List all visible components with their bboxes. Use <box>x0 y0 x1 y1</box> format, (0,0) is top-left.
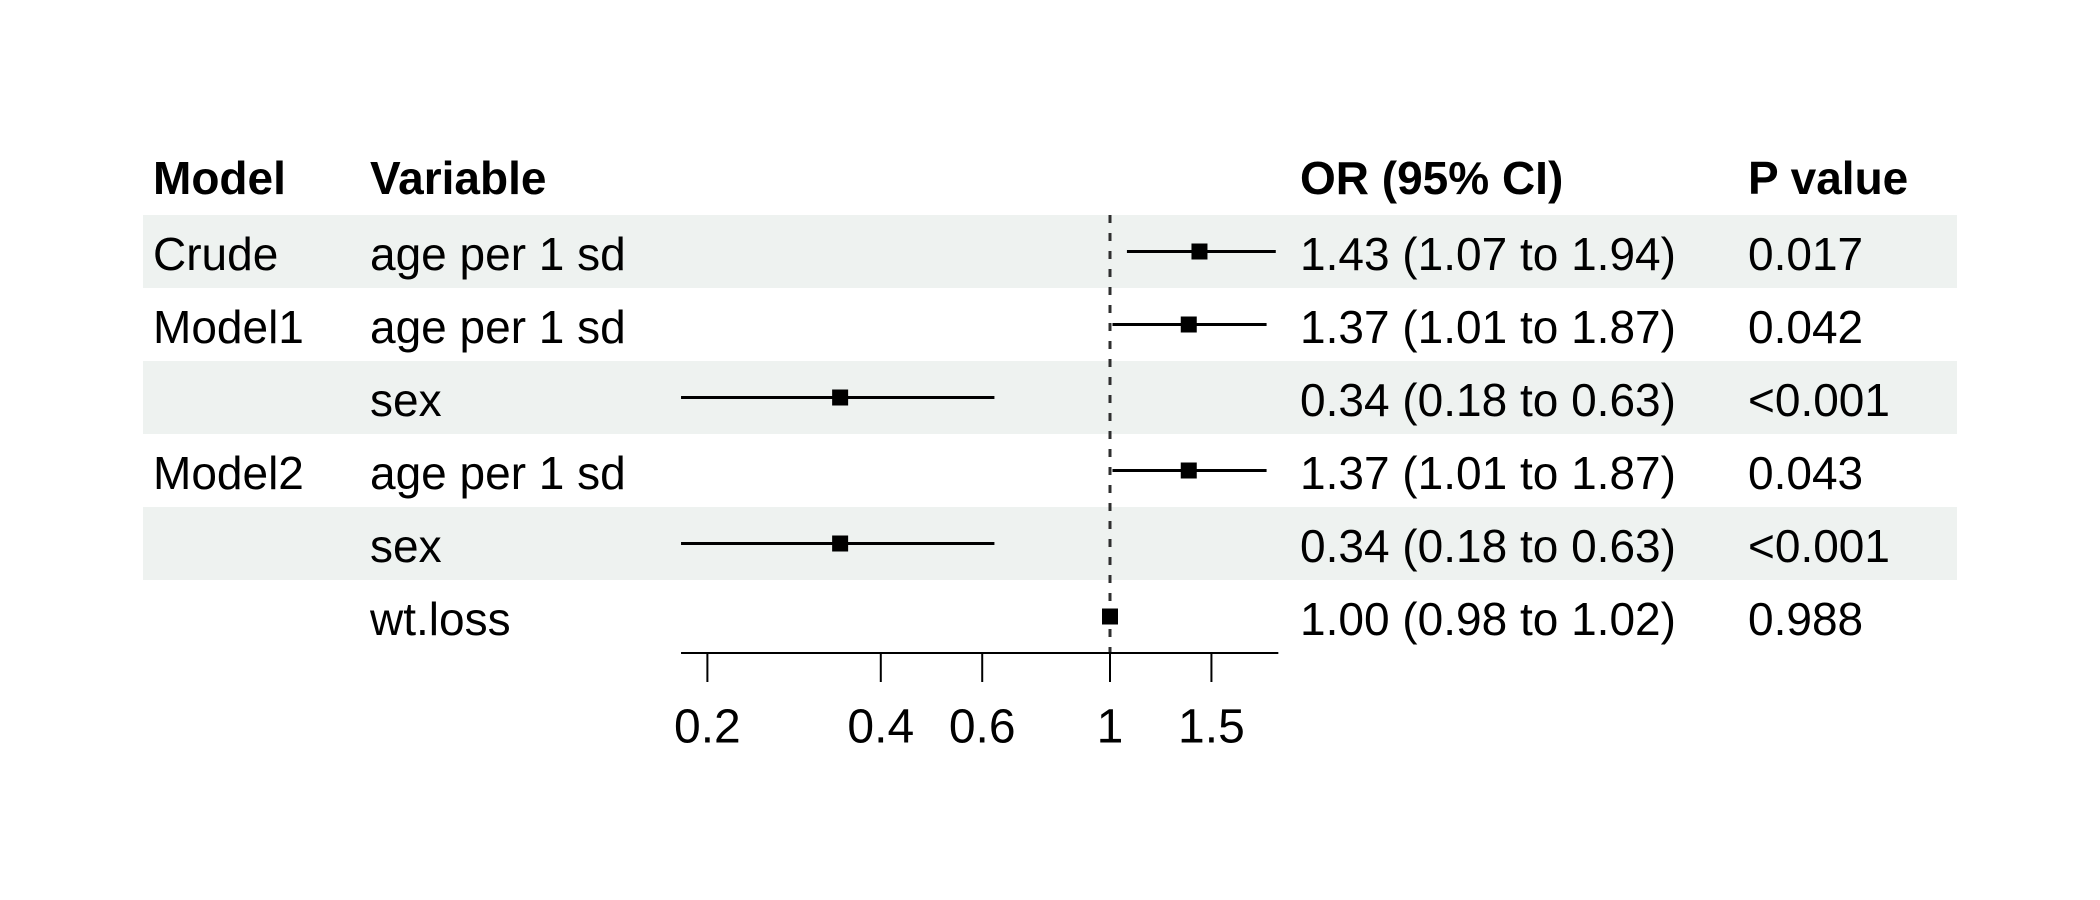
x-axis-tick-label: 0.4 <box>847 701 914 754</box>
cell-or-ci: 0.34 (0.18 to 0.63) <box>1300 374 1676 426</box>
x-axis-tick-label: 1.5 <box>1178 701 1245 754</box>
cell-p-value: 0.988 <box>1748 593 1864 645</box>
cell-model: Model2 <box>153 447 304 499</box>
table-row: Crude age per 1 sd 1.43 (1.07 to 1.94) 0… <box>143 215 1957 288</box>
cell-model: Model1 <box>153 301 304 353</box>
table-row: sex 0.34 (0.18 to 0.63) <0.001 <box>143 507 1957 580</box>
header-model: Model <box>153 152 286 204</box>
cell-or-ci: 0.34 (0.18 to 0.63) <box>1300 520 1676 572</box>
header-p-value: P value <box>1748 152 1909 204</box>
header-variable: Variable <box>370 152 547 204</box>
cell-p-value: 0.042 <box>1748 301 1864 353</box>
header-or-ci: OR (95% CI) <box>1300 152 1564 204</box>
cell-model: Crude <box>153 228 279 280</box>
cell-variable: age per 1 sd <box>370 301 626 353</box>
cell-p-value: <0.001 <box>1748 374 1890 426</box>
cell-variable: age per 1 sd <box>370 447 626 499</box>
cell-variable: sex <box>370 374 442 426</box>
x-axis-tick-label: 0.2 <box>674 701 741 754</box>
cell-or-ci: 1.43 (1.07 to 1.94) <box>1300 228 1676 280</box>
cell-p-value: 0.043 <box>1748 447 1864 499</box>
x-axis-tick-label: 0.6 <box>949 701 1016 754</box>
table-row: sex 0.34 (0.18 to 0.63) <0.001 <box>143 361 1957 434</box>
cell-or-ci: 1.00 (0.98 to 1.02) <box>1300 593 1676 645</box>
cell-p-value: <0.001 <box>1748 520 1890 572</box>
cell-or-ci: 1.37 (1.01 to 1.87) <box>1300 447 1676 499</box>
cell-variable: sex <box>370 520 442 572</box>
table-row: Model1 age per 1 sd 1.37 (1.01 to 1.87) … <box>143 288 1957 361</box>
cell-variable: wt.loss <box>370 593 511 645</box>
table-row: wt.loss 1.00 (0.98 to 1.02) 0.988 <box>143 580 1957 653</box>
cell-variable: age per 1 sd <box>370 228 626 280</box>
table-row: Model2 age per 1 sd 1.37 (1.01 to 1.87) … <box>143 434 1957 507</box>
cell-p-value: 0.017 <box>1748 228 1864 280</box>
cell-or-ci: 1.37 (1.01 to 1.87) <box>1300 301 1676 353</box>
table-header-row: Model Variable OR (95% CI) P value <box>143 139 1957 212</box>
x-axis-tick-label: 1 <box>1097 701 1124 754</box>
